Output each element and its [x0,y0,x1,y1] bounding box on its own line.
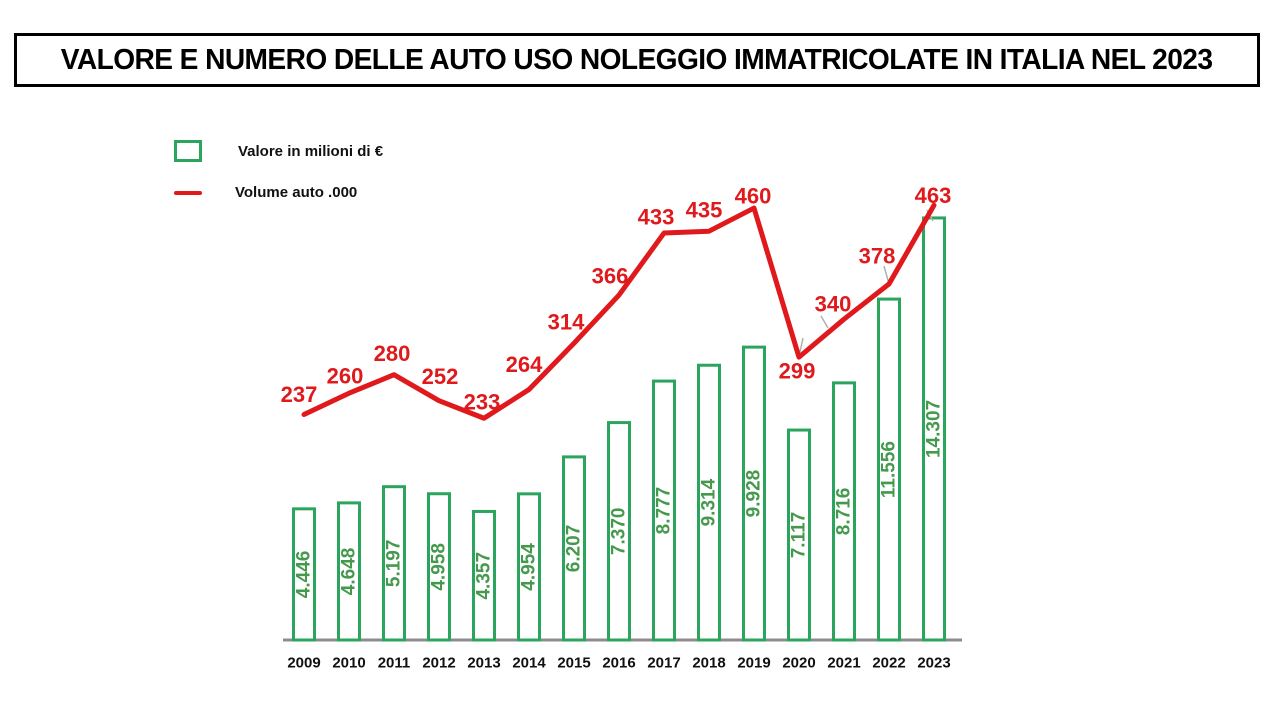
line-label-2023: 463 [915,183,952,208]
bar-label-2021: 8.716 [834,488,855,536]
bar-2023 [922,216,946,642]
bar-label-2012: 4.958 [429,543,450,591]
bar-2016 [607,421,631,642]
legend-line-label: Volume auto .000 [235,184,358,201]
x-label-2015: 2015 [557,655,590,672]
line-label-2017: 433 [638,205,675,230]
bar-label-2010: 4.648 [339,548,360,596]
bar-2012 [427,492,451,642]
x-label-2019: 2019 [737,655,770,672]
bar-2010 [337,501,361,642]
legend-item-valore: Valore in milioni di € [174,140,383,162]
bar-2011 [382,485,406,642]
line-label-2022: 378 [859,243,896,268]
line-label-2019: 460 [735,184,772,209]
line-label-2009: 237 [281,382,318,407]
label-leader-0 [799,337,804,353]
x-label-2010: 2010 [332,655,365,672]
bar-label-2022: 11.556 [879,441,900,498]
bar-2015 [562,455,586,642]
line-label-2012: 252 [422,364,459,389]
bar-label-2013: 4.357 [474,552,495,600]
x-label-2016: 2016 [602,655,635,672]
line-label-2014: 264 [506,352,543,377]
x-label-2023: 2023 [917,655,950,672]
line-label-2021: 340 [815,292,852,317]
line-label-2018: 435 [686,198,723,223]
legend-item-volume: Volume auto .000 [174,184,383,201]
bar-2019 [742,345,766,642]
x-label-2022: 2022 [872,655,905,672]
bar-label-2009: 4.446 [294,551,315,599]
bar-label-2017: 8.777 [654,487,675,535]
x-label-2020: 2020 [782,655,815,672]
line-label-2010: 260 [327,364,364,389]
line-series [301,202,937,421]
x-label-2013: 2013 [467,655,500,672]
bar-label-2015: 6.207 [564,525,585,573]
bar-2013 [472,509,496,642]
bar-label-2019: 9.928 [744,470,765,518]
legend: Valore in milioni di € Volume auto .000 [174,140,383,223]
bar-2018 [697,363,721,642]
bar-label-2023: 14.307 [924,400,945,458]
bar-2014 [517,492,541,642]
bar-2017 [652,379,676,642]
bar-2021 [832,381,856,642]
bar-label-2014: 4.954 [519,543,540,591]
line-label-2011: 280 [374,341,411,366]
x-label-2017: 2017 [647,655,680,672]
line-label-2020: 299 [779,359,816,384]
line-label-2013: 233 [464,390,501,415]
label-leader-1 [820,315,829,329]
x-label-2018: 2018 [692,655,725,672]
x-label-2009: 2009 [287,655,320,672]
bar-2022 [877,297,901,642]
page-title: VALORE E NUMERO DELLE AUTO USO NOLEGGIO … [61,43,1213,76]
x-label-2012: 2012 [422,655,455,672]
line-label-2016: 366 [592,264,629,289]
bar-label-2020: 7.117 [789,512,810,559]
legend-bar-label: Valore in milioni di € [238,142,384,160]
x-label-2011: 2011 [378,655,411,672]
x-label-2014: 2014 [512,655,546,672]
line-series-swatch-icon [174,190,202,195]
x-label-2021: 2021 [827,655,860,672]
bar-label-2016: 7.370 [609,508,630,556]
bar-label-2011: 5.197 [384,540,405,588]
bar-series-swatch-icon [174,140,202,162]
bar-2009 [292,507,316,642]
line-label-2015: 314 [548,310,585,335]
bar-label-2018: 9.314 [699,478,720,526]
title-box: VALORE E NUMERO DELLE AUTO USO NOLEGGIO … [14,33,1260,87]
bar-2020 [787,428,811,642]
